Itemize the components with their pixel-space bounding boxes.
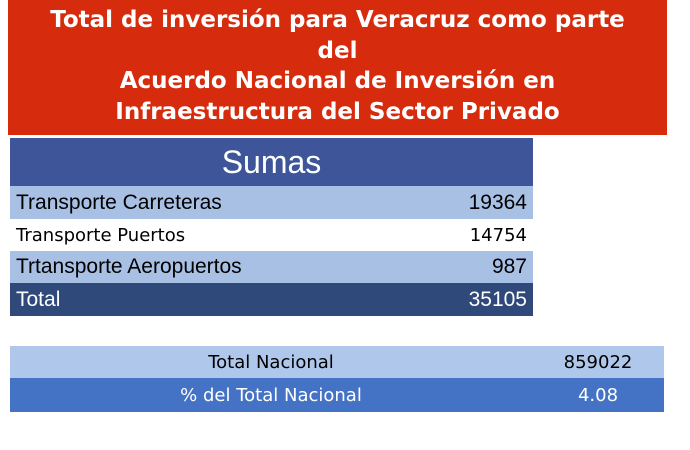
title-line-3: Acuerdo Nacional de Inversión en [119,68,556,94]
table-row: Transporte Carreteras 19364 [10,186,533,219]
row-value: 987 [491,255,527,278]
percent-row: % del Total Nacional 4.08 [10,378,664,412]
sumas-header: Sumas [10,138,533,186]
row-label: Transporte Carreteras [16,190,222,214]
national-table: Total Nacional 859022 % del Total Nacion… [10,346,664,412]
row-label: Trtansporte Aeropuertos [16,255,242,278]
total-row: Total 35105 [10,283,533,316]
table-row: Trtansporte Aeropuertos 987 [10,251,533,283]
row-value: 14754 [469,224,527,246]
table-row: Total Nacional 859022 [10,346,664,378]
row-label: % del Total Nacional [180,384,362,406]
row-label: Transporte Puertos [16,224,186,246]
title-banner: Total de inversión para Veracruz como pa… [8,0,667,135]
title-line-2: del [317,37,358,64]
row-value: 35105 [468,287,527,311]
row-value: 4.08 [577,384,619,406]
table-row: Transporte Puertos 14754 [10,219,533,251]
row-value: 19364 [468,190,527,214]
row-label: Total [16,287,61,311]
sumas-table: Sumas Transporte Carreteras 19364 Transp… [10,138,533,316]
row-value: 859022 [563,351,633,373]
row-label: Total Nacional [208,351,334,373]
title-line-1: Total de inversión para Veracruz como pa… [50,7,625,33]
title-line-4: Infraestructura del Sector Privado [115,98,560,125]
